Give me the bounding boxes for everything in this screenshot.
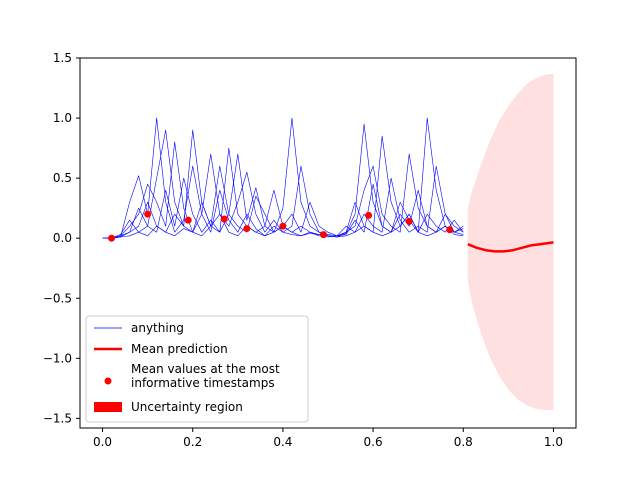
y-axis: −1.5 −1.0 −0.5 0.0 0.5 1.0 1.5: [43, 51, 80, 425]
x-tick-label: 0.4: [273, 435, 292, 449]
y-tick-label: 0.5: [53, 171, 72, 185]
legend-label: anything: [131, 321, 184, 335]
y-tick-label: −1.0: [43, 351, 72, 365]
y-tick-label: 1.5: [53, 51, 72, 65]
legend-label: Uncertainty region: [131, 400, 243, 414]
y-tick-label: −1.5: [43, 411, 72, 425]
informative-timestamp-marker-3: [220, 215, 228, 223]
y-tick-label: 0.0: [53, 231, 72, 245]
informative-timestamp-marker-5: [279, 222, 287, 230]
legend-swatch-marker: [104, 377, 112, 385]
sample-line-3: [102, 129, 464, 239]
x-tick-label: 0.0: [93, 435, 112, 449]
uncertainty-band-layer: [467, 73, 554, 410]
uncertainty-band: [467, 73, 554, 410]
informative-timestamp-marker-2: [184, 216, 192, 224]
x-tick-label: 0.6: [364, 435, 383, 449]
y-tick-label: −0.5: [43, 291, 72, 305]
plot-frame: [79, 57, 577, 429]
x-axis: 0.0 0.2 0.4 0.6 0.8 1.0: [93, 428, 563, 449]
legend: anything Mean prediction Mean values at th…: [85, 315, 309, 423]
mean-prediction-layer: [467, 241, 554, 253]
x-tick-label: 0.2: [183, 435, 202, 449]
informative-timestamp-marker-7: [365, 211, 373, 219]
legend-box: [85, 315, 309, 423]
informative-timestamp-marker-9: [446, 226, 454, 234]
y-tick-label: 1.0: [53, 111, 72, 125]
informative-timestamp-marker-1: [144, 210, 152, 218]
legend-label: Mean prediction: [131, 342, 228, 356]
sample-line-1: [102, 117, 464, 239]
marker-layer: [108, 210, 454, 242]
informative-timestamp-marker-0: [108, 234, 116, 242]
mean-prediction-line: [467, 241, 554, 253]
legend-swatch-patch: [94, 402, 122, 412]
legend-label: Mean values at the most informative times…: [131, 362, 280, 390]
informative-timestamp-marker-4: [243, 225, 251, 233]
informative-timestamp-marker-8: [405, 217, 413, 225]
informative-timestamp-marker-6: [319, 231, 327, 239]
x-tick-label: 1.0: [544, 435, 563, 449]
x-tick-label: 0.8: [454, 435, 473, 449]
